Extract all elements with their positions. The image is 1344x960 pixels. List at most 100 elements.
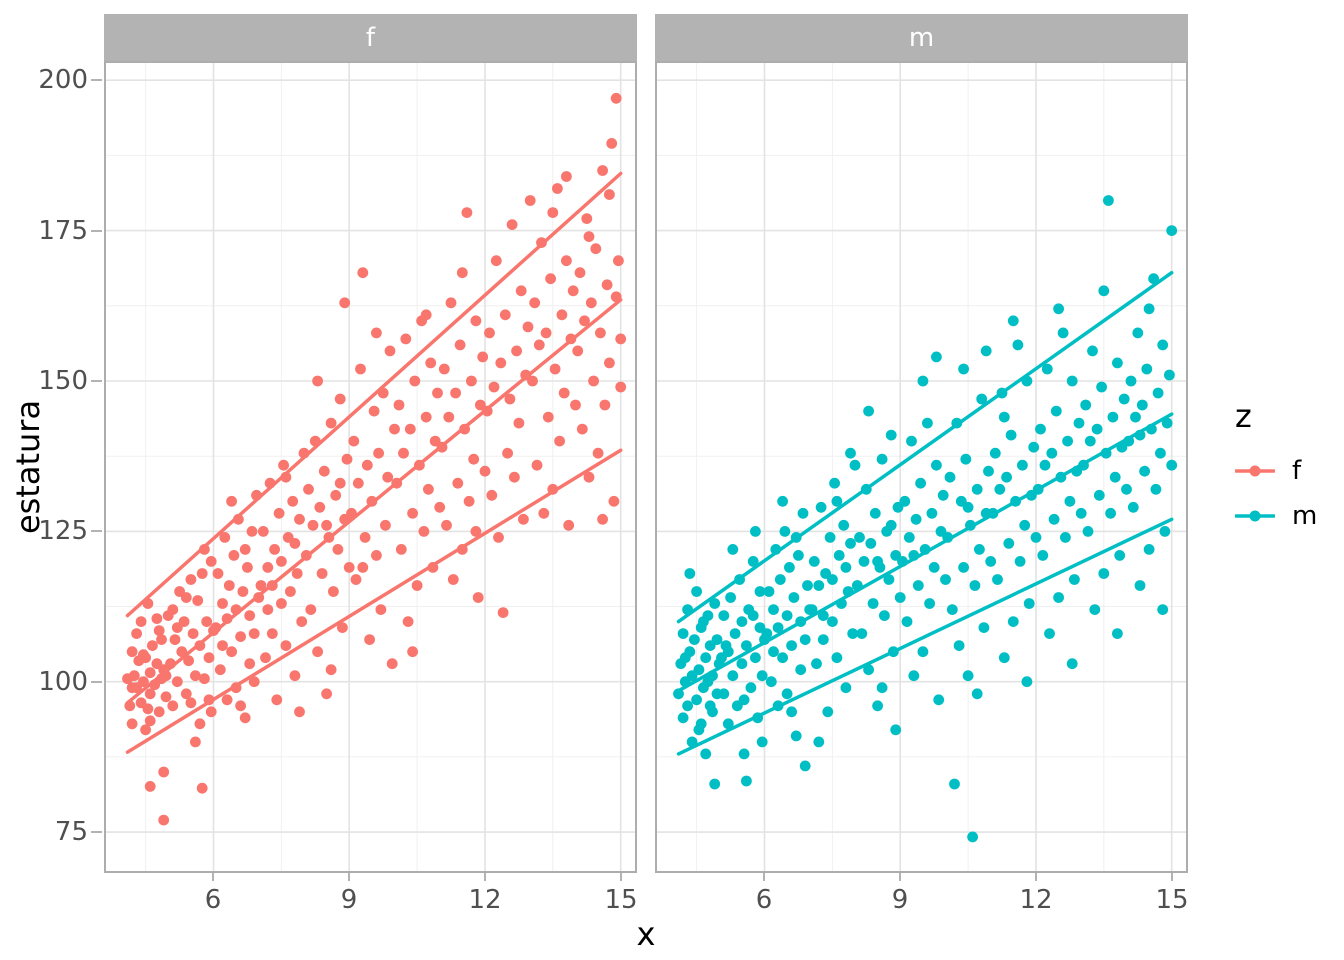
data-point [570,399,581,411]
data-point [863,664,874,676]
data-point [350,574,362,585]
data-point [502,447,513,459]
data-point [151,613,163,624]
data-point [998,411,1010,423]
data-point [511,345,522,357]
data-point [693,724,705,736]
data-point [217,598,228,609]
data-point [1037,550,1049,561]
data-point [552,183,563,194]
data-point [144,667,156,679]
data-point [608,495,620,507]
data-point [1014,556,1026,567]
data-point [1112,357,1123,369]
data-point [854,532,865,543]
data-point [361,459,373,471]
data-point [248,676,260,688]
data-point [971,483,983,495]
data-point [811,658,822,670]
data-point [989,447,1001,459]
data-point [495,357,507,369]
data-point [949,778,960,790]
data-point [334,477,346,489]
data-point [294,706,305,718]
data-point [131,628,142,639]
data-point [1157,604,1169,615]
data-point [255,580,267,591]
data-point [239,712,251,724]
data-point [606,138,618,149]
data-point [1035,423,1046,435]
data-point [167,700,179,712]
data-point [912,580,924,591]
data-point [885,429,897,441]
data-point [786,706,797,718]
scatter-canvas-f [104,61,637,873]
data-point [488,381,500,393]
data-point [679,652,691,664]
data-point [677,628,689,639]
data-point [994,483,1006,495]
data-point [1001,471,1012,483]
x-tick-label: 15 [604,885,638,915]
data-point [325,417,337,429]
data-point [371,550,382,561]
legend-entry-f: f [1235,448,1344,493]
x-axis-tick [620,873,622,881]
data-point [1080,399,1092,411]
data-point [738,694,750,706]
data-point [899,495,911,507]
data-point [205,706,217,718]
data-point [384,345,396,357]
data-point [328,586,339,597]
data-point [931,351,942,363]
data-point [1114,550,1126,561]
data-point [567,285,579,297]
data-point [718,688,730,700]
data-point [682,700,693,712]
data-point [540,327,552,339]
data-point [312,646,323,658]
y-axis-tick [91,380,102,382]
data-point [160,691,172,703]
x-tick-label: 12 [468,885,502,915]
data-point [196,782,208,794]
data-point [924,598,935,609]
data-point [561,255,572,267]
data-point [815,501,827,513]
data-point [917,646,929,658]
data-point [797,507,809,519]
data-point [845,538,856,549]
x-tick-label: 9 [891,885,909,915]
data-point [808,556,820,567]
data-point [849,459,861,471]
data-point [876,682,888,694]
data-point [466,375,477,387]
data-point [144,715,156,727]
data-point [998,652,1010,664]
data-point [867,598,879,609]
data-point [343,562,355,573]
data-point [847,628,859,639]
data-point [126,718,138,730]
data-point [545,273,556,285]
x-tick-label: 9 [340,885,358,915]
data-point [1096,381,1107,393]
x-tick-label: 15 [1155,885,1189,915]
data-point [337,622,348,633]
quantile-line [676,517,1174,756]
data-point [271,694,283,706]
data-point [538,507,550,519]
data-point [1030,532,1042,543]
data-point [971,688,983,700]
data-point [490,255,502,267]
data-point [953,640,965,651]
data-point [504,393,516,405]
data-point [1132,327,1144,339]
y-tick-label: 125 [38,516,88,546]
data-point [840,682,852,694]
y-tick-label: 200 [38,65,88,95]
data-point [928,562,940,573]
data-point [1127,501,1139,513]
data-point [1064,495,1076,507]
